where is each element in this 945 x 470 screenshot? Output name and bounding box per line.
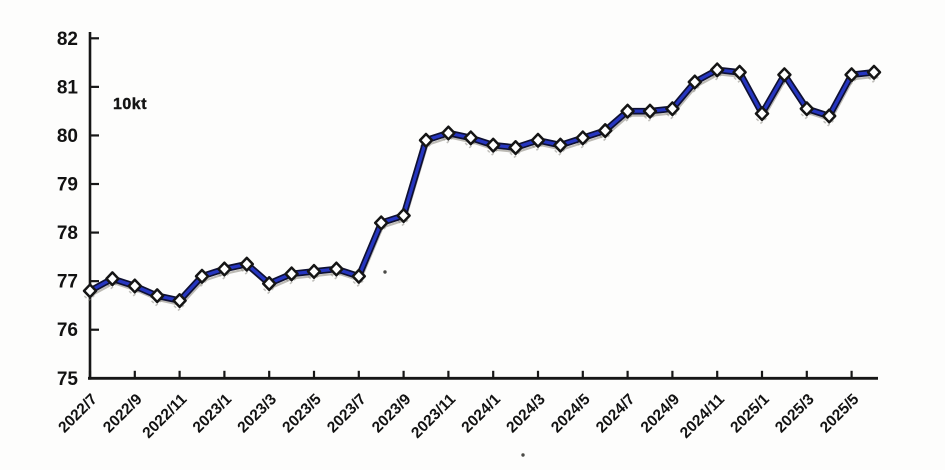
y-tick-label: 78	[57, 223, 78, 244]
data-point-marker	[620, 103, 635, 119]
marker-shadow	[553, 144, 566, 156]
x-tick-label: 2022/11	[139, 391, 190, 442]
scan-artifact-dot	[521, 453, 525, 457]
marker-shadow	[307, 270, 319, 282]
marker-shadow	[486, 144, 499, 156]
data-point-marker	[821, 108, 837, 124]
x-tick-label: 2024/11	[677, 391, 728, 442]
data-point-marker	[799, 101, 815, 117]
marker-shadow	[83, 290, 95, 302]
marker-shadow	[329, 268, 342, 280]
data-point-marker	[553, 137, 568, 153]
marker-shadow	[396, 215, 409, 227]
data-point-marker	[194, 268, 210, 284]
marker-shadow	[105, 278, 118, 290]
marker-shadow	[351, 275, 364, 287]
data-point-marker	[373, 215, 389, 231]
marker-shadow	[620, 110, 633, 122]
marker-shadow	[822, 115, 835, 127]
series-line	[88, 68, 876, 303]
x-tick-label: 2023/3	[234, 391, 280, 437]
x-tick-label: 2025/5	[817, 391, 863, 437]
x-tick-label: 2024/3	[503, 391, 549, 437]
marker-shadow	[531, 139, 543, 151]
data-point-marker	[687, 74, 703, 90]
marker-shadow	[284, 273, 297, 285]
marker-shadow	[150, 295, 163, 307]
marker-shadow	[844, 74, 857, 86]
data-point-marker	[217, 261, 232, 277]
scan-artifact-dot	[383, 270, 387, 274]
marker-shadow	[463, 137, 476, 149]
marker-shadow	[441, 132, 454, 144]
data-point-marker	[463, 130, 479, 146]
x-tick-label: 2023/11	[408, 391, 459, 442]
marker-shadow	[643, 110, 655, 122]
marker-shadow	[755, 113, 767, 125]
data-point-marker	[665, 101, 680, 117]
data-point-marker	[149, 288, 165, 304]
x-tick-label: 2024/7	[593, 391, 639, 437]
marker-shadow	[195, 275, 207, 287]
marker-shadow	[508, 147, 521, 159]
marker-shadow	[732, 71, 745, 83]
y-tick-label: 79	[57, 175, 78, 196]
marker-shadow	[687, 81, 700, 93]
marker-shadow	[217, 268, 230, 280]
data-point-marker	[530, 132, 546, 148]
data-point-marker	[351, 268, 367, 284]
data-point-marker	[261, 276, 277, 292]
data-point-marker	[172, 293, 187, 309]
marker-shadow	[127, 285, 140, 297]
data-point-marker	[396, 208, 411, 224]
data-point-marker	[732, 64, 747, 80]
marker-shadow	[172, 300, 185, 312]
marker-shadow	[799, 108, 812, 120]
x-tick-label: 2025/1	[727, 391, 773, 437]
y-tick-label: 82	[57, 29, 78, 50]
y-tick-label: 80	[57, 126, 78, 147]
x-tick-label: 2024/1	[458, 391, 504, 437]
marker-shadow	[239, 263, 252, 275]
data-point-marker	[866, 64, 882, 80]
data-point-marker	[754, 106, 770, 122]
y-tick-label: 77	[57, 272, 78, 293]
marker-shadow	[262, 283, 275, 295]
data-point-marker	[239, 256, 255, 272]
data-point-marker	[127, 278, 143, 294]
marker-shadow	[665, 108, 678, 120]
marker-shadow	[777, 74, 790, 86]
data-point-marker	[441, 125, 456, 141]
data-point-marker	[575, 130, 591, 146]
marker-shadow	[710, 69, 723, 81]
data-point-marker	[485, 137, 501, 153]
data-point-marker	[105, 271, 120, 287]
marker-shadow	[867, 71, 879, 83]
y-tick-label: 81	[57, 77, 79, 98]
data-point-marker	[844, 67, 859, 83]
x-tick-label: 2023/1	[190, 391, 236, 437]
data-point-marker	[597, 123, 613, 139]
data-point-marker	[709, 62, 725, 78]
x-tick-label: 2023/7	[324, 391, 370, 437]
x-tick-label: 2023/5	[279, 391, 325, 437]
data-point-marker	[284, 266, 299, 282]
y-tick-label: 75	[57, 369, 79, 390]
data-point-marker	[82, 283, 98, 299]
data-point-marker	[306, 263, 322, 279]
data-point-marker	[642, 103, 658, 119]
unit-label: 10kt	[113, 96, 148, 113]
marker-shadow	[598, 130, 611, 142]
data-point-marker	[508, 140, 523, 156]
y-tick-label: 76	[57, 320, 78, 341]
data-point-marker	[777, 67, 792, 83]
data-point-marker	[418, 132, 434, 148]
x-tick-label: 2024/5	[548, 391, 594, 437]
x-tick-label: 2025/3	[772, 391, 818, 437]
data-point-marker	[329, 261, 344, 277]
marker-shadow	[575, 137, 588, 149]
x-tick-label: 2022/7	[55, 391, 101, 437]
